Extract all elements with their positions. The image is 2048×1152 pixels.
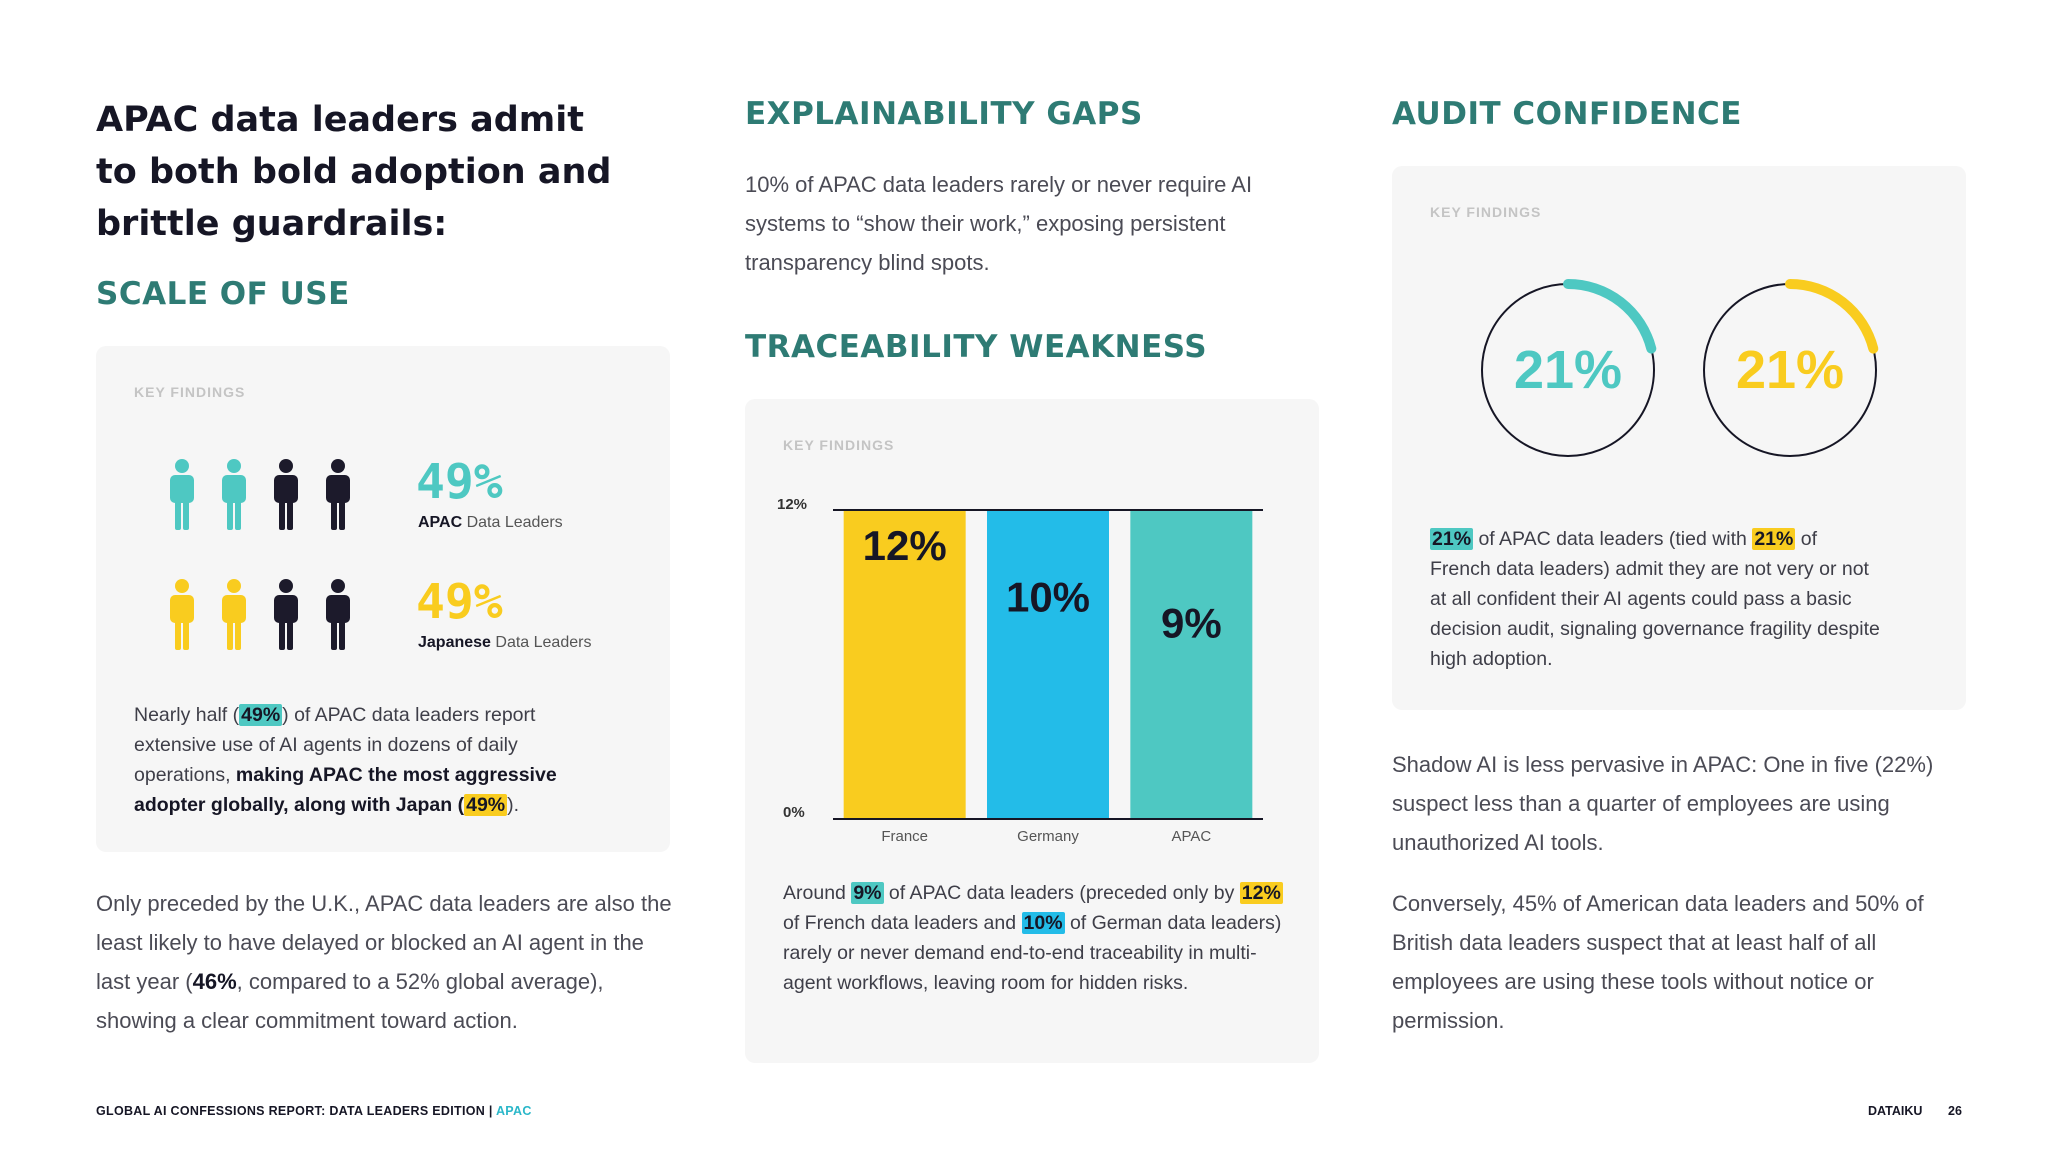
audit-confidence-title: AUDIT CONFIDENCE — [1392, 96, 1742, 132]
person-icon — [166, 578, 198, 657]
traceability-description: Around 9% of APAC data leaders (preceded… — [783, 882, 1283, 994]
person-icon — [322, 458, 354, 537]
col3-body-paragraph-2: Conversely, 45% of American data leaders… — [1392, 891, 1924, 1033]
person-icon — [218, 458, 250, 537]
y-tick-label: 12% — [777, 496, 807, 513]
page-headline: APAC data leaders admit to both bold ado… — [96, 100, 612, 244]
bar-value-label: 12% — [863, 522, 947, 569]
audit-card: KEY FINDINGS 21% 21% 21% of APAC data lea… — [1392, 166, 1966, 710]
person-icon — [322, 578, 354, 657]
bar-apac — [1130, 510, 1253, 819]
audit-description: 21% of APAC data leaders (tied with 21% … — [1430, 528, 1880, 670]
x-tick-label: APAC — [1171, 828, 1211, 845]
col1-body-paragraph: Only preceded by the U.K., APAC data lea… — [96, 891, 672, 1033]
traceability-bar-chart: 12% France 10% Germany 9% APAC 0% 12% — [777, 496, 1263, 845]
explainability-title: EXPLAINABILITY GAPS — [745, 96, 1143, 132]
person-icon — [218, 578, 250, 657]
x-tick-label: Germany — [1017, 828, 1079, 845]
bar-value-label: 10% — [1006, 574, 1090, 621]
apac-label: APAC Data Leaders — [418, 514, 563, 531]
traceability-card: KEY FINDINGS 12% France 10% Germany 9% APAC 0%… — [745, 399, 1319, 1063]
footer-brand: DATAIKU — [1868, 1104, 1923, 1118]
bar-france — [843, 510, 966, 819]
japan-percentage: 49% — [416, 574, 503, 630]
y-tick-label: 0% — [783, 804, 805, 821]
key-findings-label: KEY FINDINGS — [134, 384, 246, 400]
gauge-value-label: 21% — [1514, 340, 1622, 400]
footer-page-number: 26 — [1948, 1104, 1962, 1118]
scale-of-use-title: SCALE OF USE — [96, 276, 350, 312]
apac-percentage: 49% — [416, 454, 503, 510]
person-icon — [270, 578, 302, 657]
gauge-arc — [1563, 279, 1657, 354]
explainability-text: 10% of APAC data leaders rarely or never… — [745, 172, 1253, 275]
person-icon — [166, 458, 198, 537]
scale-description: Nearly half (49%) of APAC data leaders r… — [134, 704, 557, 816]
x-tick-label: France — [881, 828, 928, 845]
key-findings-label: KEY FINDINGS — [1430, 204, 1542, 220]
footer-report-title: GLOBAL AI CONFESSIONS REPORT: DATA LEADE… — [96, 1104, 532, 1118]
person-icon — [270, 458, 302, 537]
gauge-arc — [1785, 279, 1879, 354]
bar-value-label: 9% — [1161, 599, 1222, 646]
traceability-title: TRACEABILITY WEAKNESS — [745, 329, 1208, 365]
key-findings-label: KEY FINDINGS — [783, 437, 895, 453]
scale-card: KEY FINDINGS 49% APAC Data Leaders 49% J… — [96, 346, 670, 852]
audit-gauges: 21% 21% — [1481, 279, 1879, 457]
col3-body-paragraph-1: Shadow AI is less pervasive in APAC: One… — [1392, 752, 1934, 855]
gauge-value-label: 21% — [1736, 340, 1844, 400]
japan-label: Japanese Data Leaders — [418, 634, 592, 651]
bar-germany — [987, 510, 1109, 819]
